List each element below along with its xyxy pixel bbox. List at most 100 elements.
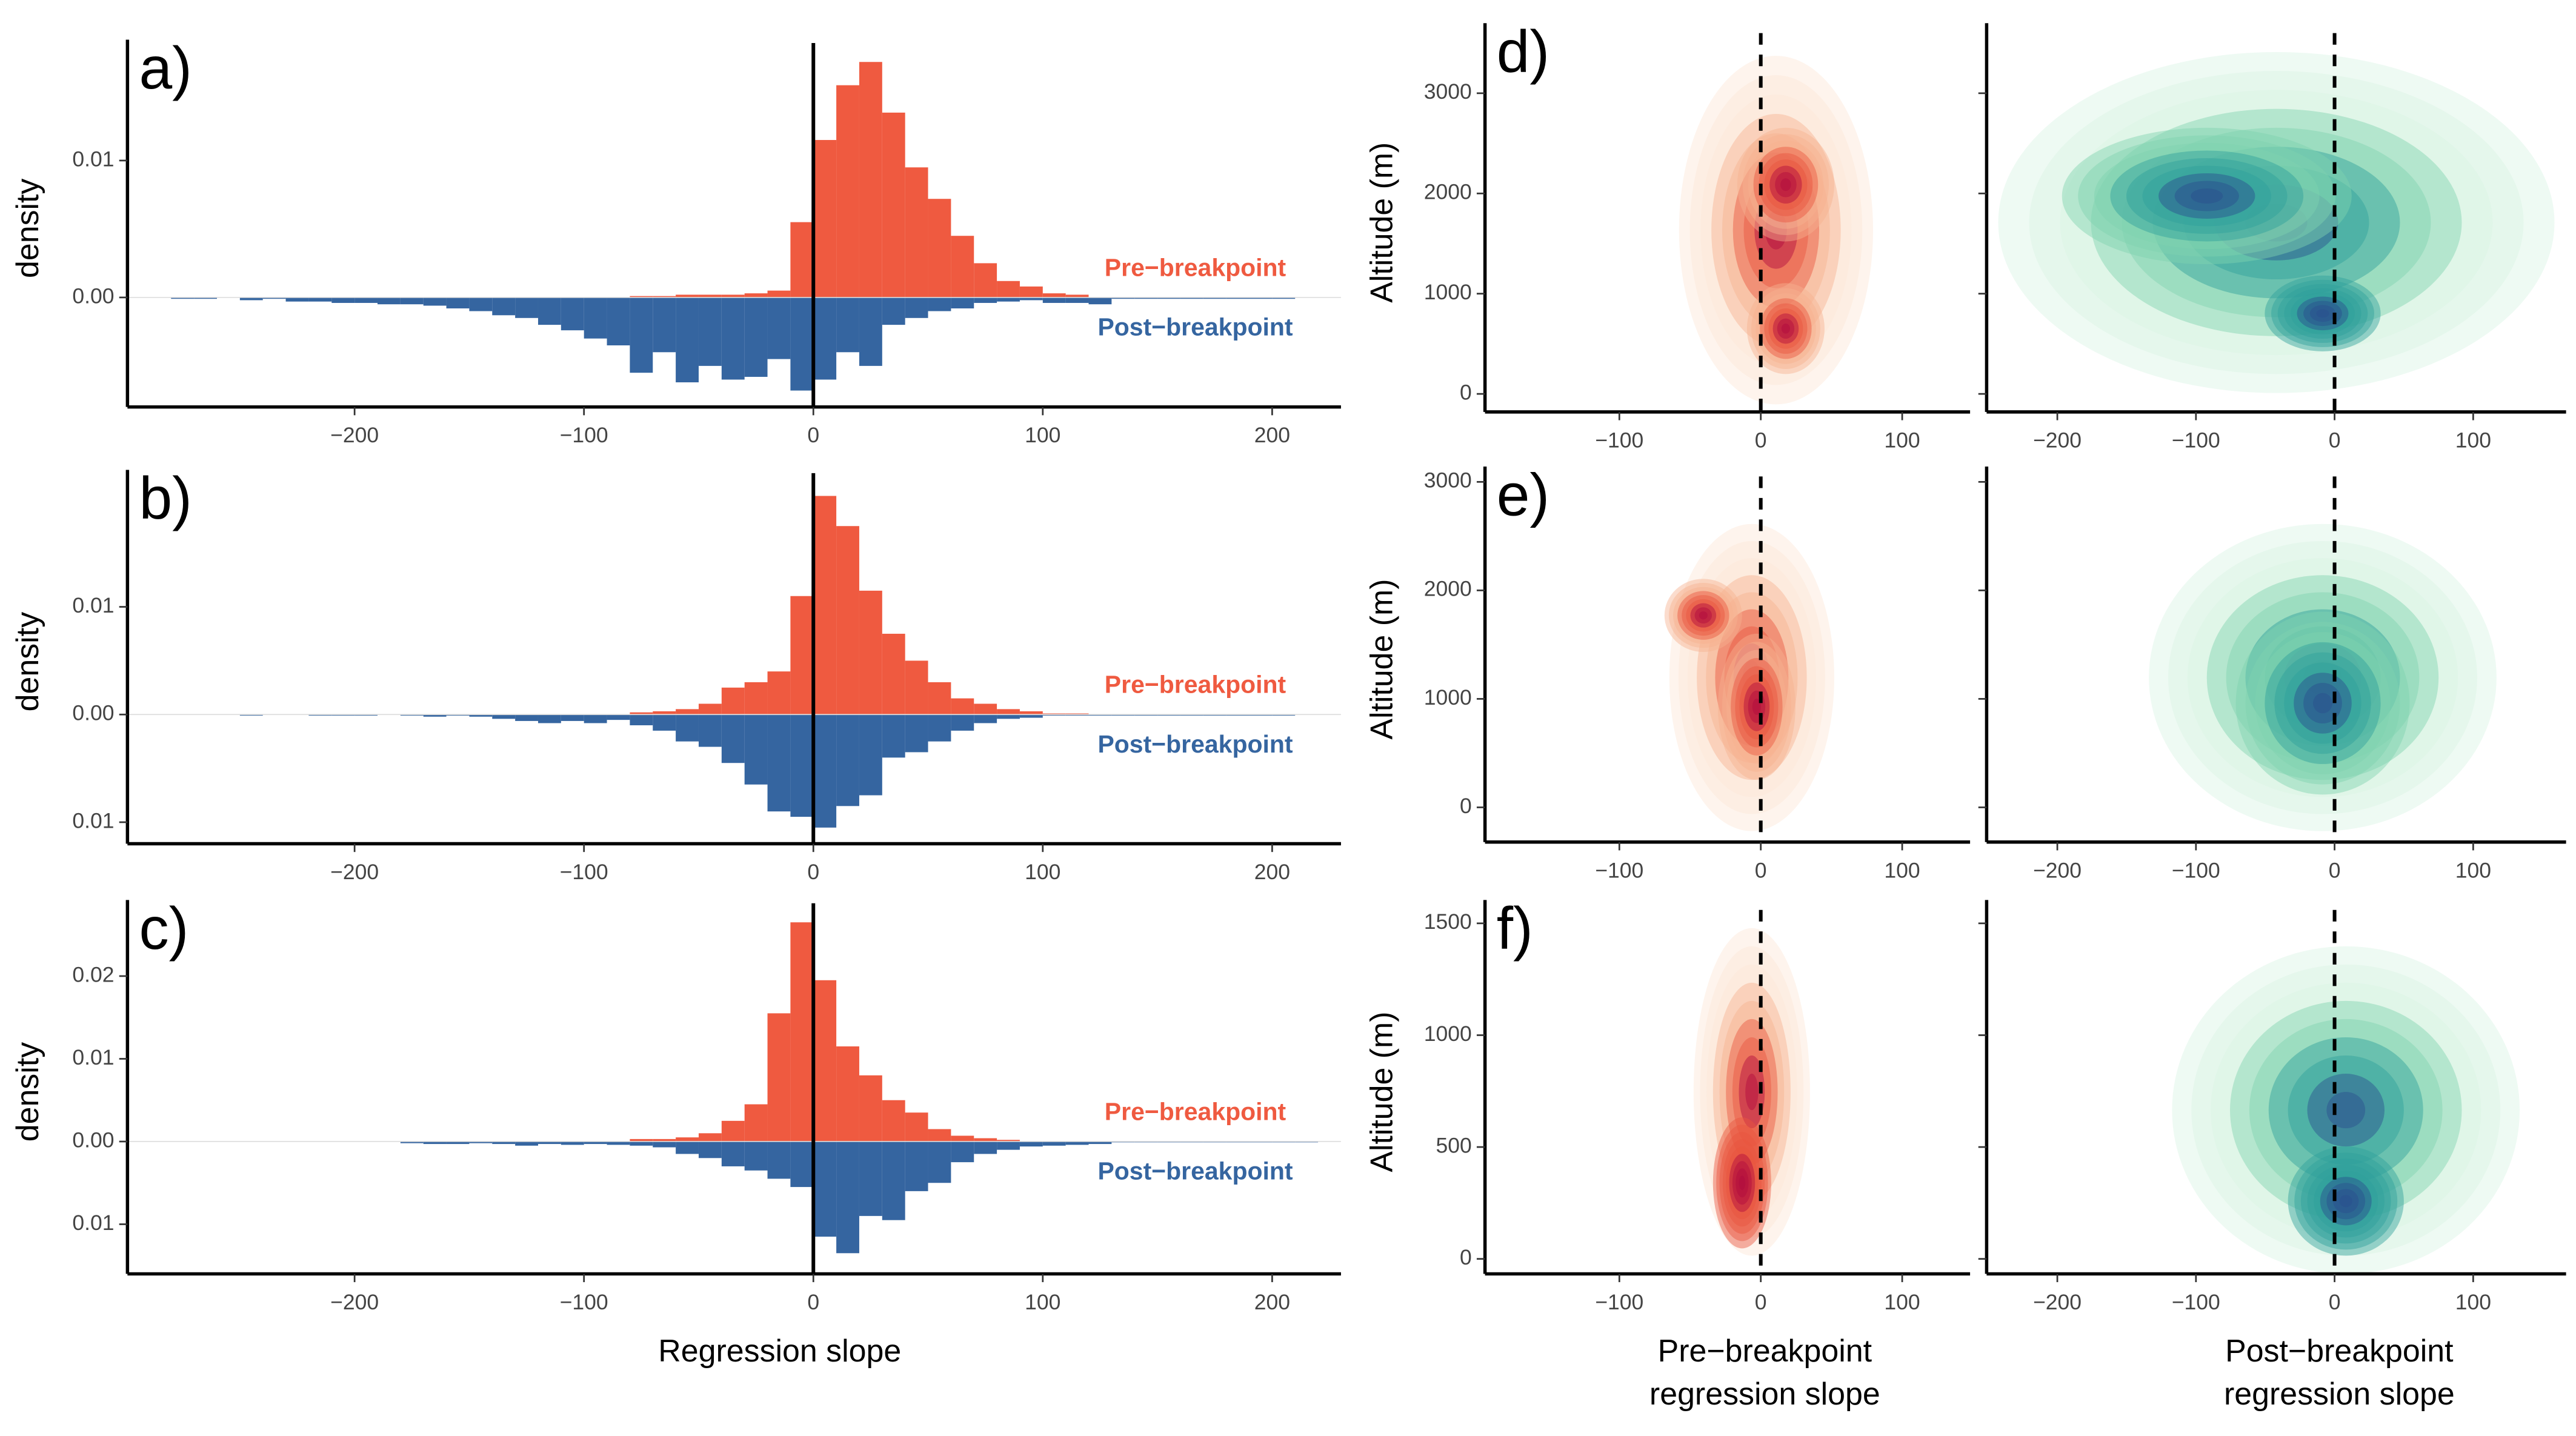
density-contour (2060, 90, 2493, 356)
bar (1088, 297, 1112, 305)
x-tick-label: 200 (1254, 423, 1290, 447)
density-contour (1722, 642, 1791, 772)
density-contour (1748, 140, 1824, 229)
x-tick-label: −200 (330, 1290, 379, 1314)
density-contour (1726, 1019, 1778, 1165)
density-contour (2091, 108, 2462, 336)
y-tick-label: 2000 (1424, 577, 1472, 601)
bar (1134, 714, 1158, 716)
density-contour (1688, 558, 1816, 797)
bar (790, 222, 814, 298)
y-tick-label: 0 (1460, 1245, 1472, 1269)
density-contour (1754, 191, 1798, 269)
bar (1157, 297, 1180, 299)
bar (561, 1141, 584, 1145)
bar (630, 1138, 653, 1142)
density-contour (2126, 158, 2288, 234)
bar (653, 1138, 676, 1142)
bar (813, 140, 837, 298)
bar (630, 714, 653, 726)
x-axis-title: Post−breakpoint (2225, 1333, 2454, 1368)
density-contour (2230, 1000, 2462, 1220)
bar (537, 297, 561, 325)
bar (1042, 713, 1066, 715)
density-contour (1706, 964, 1797, 1220)
bar (653, 714, 676, 731)
bar (882, 1100, 905, 1142)
bar (653, 1141, 676, 1148)
density-contour (2290, 292, 2355, 335)
density-contour (1732, 152, 1820, 308)
bar (676, 709, 699, 715)
density-contour (1729, 1154, 1756, 1212)
density-contour (2316, 309, 2329, 318)
density-contour (1719, 1000, 1785, 1183)
density-contour (1752, 699, 1761, 715)
bar (285, 297, 309, 302)
x-tick-label: 0 (1755, 858, 1767, 882)
bar (446, 1141, 470, 1145)
y-tick-label: 0.01 (72, 1045, 114, 1069)
y-axis-title: Altitude (m) (1364, 142, 1399, 303)
bar (469, 297, 493, 311)
bar (1065, 713, 1089, 715)
bar (698, 1141, 722, 1158)
bar (698, 294, 722, 298)
bar (997, 709, 1020, 715)
y-tick-label: 0.00 (72, 284, 114, 308)
bar (974, 703, 997, 715)
density-contour (2187, 558, 2458, 797)
bar (331, 297, 355, 303)
density-contour (2326, 1092, 2366, 1129)
density-contour (1745, 1074, 1759, 1111)
x-tick-label: 100 (1025, 1290, 1060, 1314)
bar (951, 1135, 974, 1142)
bar (721, 714, 745, 763)
y-tick-label: 0.00 (72, 701, 114, 725)
bar (676, 1141, 699, 1154)
y-tick-label: 1000 (1424, 1022, 1472, 1046)
bar (1065, 297, 1089, 303)
x-tick-label: −100 (2172, 1290, 2220, 1314)
bar (951, 698, 974, 715)
x-tick-label: 200 (1254, 860, 1290, 884)
density-contour (2245, 609, 2400, 746)
y-tick-label: 3000 (1424, 79, 1472, 104)
bar (997, 1140, 1020, 1142)
plot-area (2149, 524, 2497, 831)
bar (859, 62, 882, 298)
bar (813, 714, 837, 828)
density-contour (1777, 318, 1795, 339)
bar (676, 294, 699, 298)
x-tick-label: 100 (1025, 860, 1060, 884)
density-contour (1731, 658, 1783, 756)
density-contour (1735, 666, 1779, 748)
density-contour (2214, 184, 2338, 261)
x-tick-label: 0 (807, 860, 819, 884)
density-contour (2255, 632, 2391, 774)
bar (377, 297, 401, 305)
bar (882, 714, 905, 758)
bar (1042, 1141, 1066, 1146)
bar (1042, 297, 1066, 303)
bar (790, 596, 814, 715)
x-tick-label: −200 (2033, 428, 2082, 452)
bar (836, 714, 859, 806)
density-contour (2245, 203, 2308, 242)
bar (744, 682, 768, 715)
bar (721, 297, 745, 380)
density-contour (1751, 288, 1820, 370)
density-contour (2294, 1152, 2398, 1250)
density-contour (2249, 1019, 2443, 1202)
density-contour (2029, 71, 2524, 374)
bar (1088, 714, 1112, 716)
bar (1019, 286, 1043, 298)
x-tick-label: −100 (560, 1290, 608, 1314)
bar (790, 714, 814, 817)
bar (836, 297, 859, 353)
bar (997, 1141, 1020, 1150)
bar (423, 1141, 447, 1145)
density-contour (1746, 283, 1825, 374)
panel-label: c) (139, 895, 188, 962)
